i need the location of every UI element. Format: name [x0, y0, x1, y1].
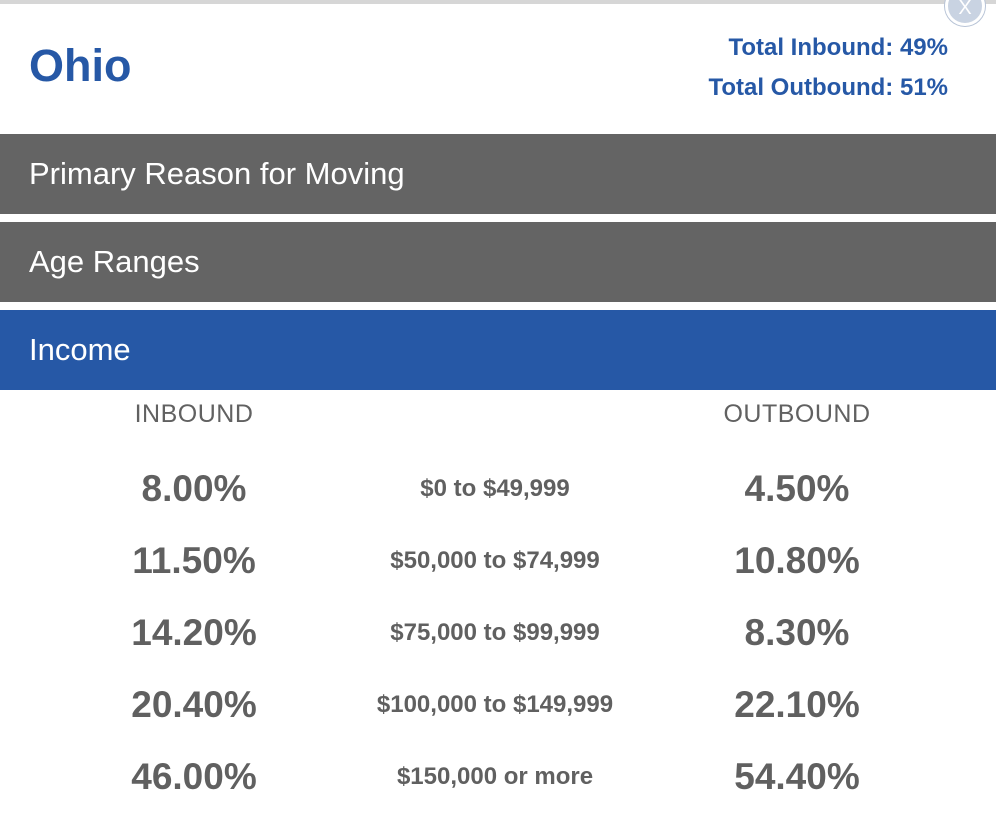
inbound-value: 46.00%	[131, 756, 257, 797]
section-label: Primary Reason for Moving	[29, 156, 405, 191]
section-primary-reason[interactable]: Primary Reason for Moving	[0, 134, 996, 214]
income-row: 20.40% $100,000 to $149,999 22.10%	[0, 669, 996, 741]
inbound-value: 20.40%	[131, 684, 257, 725]
top-border	[0, 0, 996, 4]
inbound-value: 11.50%	[132, 540, 256, 581]
outbound-value: 22.10%	[734, 684, 860, 725]
income-range: $100,000 to $149,999	[376, 691, 614, 718]
outbound-value: 8.30%	[744, 612, 850, 653]
income-range: $50,000 to $74,999	[390, 547, 600, 574]
total-outbound: Total Outbound: 51%	[708, 74, 948, 101]
income-range: $75,000 to $99,999	[390, 619, 600, 646]
inbound-value: 8.00%	[141, 468, 247, 509]
income-range: $150,000 or more	[396, 763, 594, 790]
outbound-header: OUTBOUND	[723, 400, 871, 428]
totals-summary: Total Inbound: 49% Total Outbound: 51%	[708, 30, 948, 110]
outbound-value: 10.80%	[734, 540, 860, 581]
inbound-header: INBOUND	[134, 400, 254, 428]
inbound-value: 14.20%	[131, 612, 257, 653]
close-button[interactable]: X	[945, 0, 985, 26]
outbound-value: 4.50%	[744, 468, 850, 509]
income-row: 8.00% $0 to $49,999 4.50%	[0, 453, 996, 525]
state-title: Ohio	[29, 40, 132, 91]
close-icon: X	[958, 0, 972, 19]
section-age-ranges[interactable]: Age Ranges	[0, 222, 996, 302]
income-row: 11.50% $50,000 to $74,999 10.80%	[0, 525, 996, 597]
outbound-value: 54.40%	[734, 756, 860, 797]
section-label: Income	[29, 332, 131, 367]
income-row: 14.20% $75,000 to $99,999 8.30%	[0, 597, 996, 669]
section-label: Age Ranges	[29, 244, 200, 279]
income-row: 46.00% $150,000 or more 54.40%	[0, 741, 996, 813]
section-income[interactable]: Income	[0, 310, 996, 390]
income-range: $0 to $49,999	[420, 475, 570, 502]
total-inbound: Total Inbound: 49%	[728, 34, 948, 61]
